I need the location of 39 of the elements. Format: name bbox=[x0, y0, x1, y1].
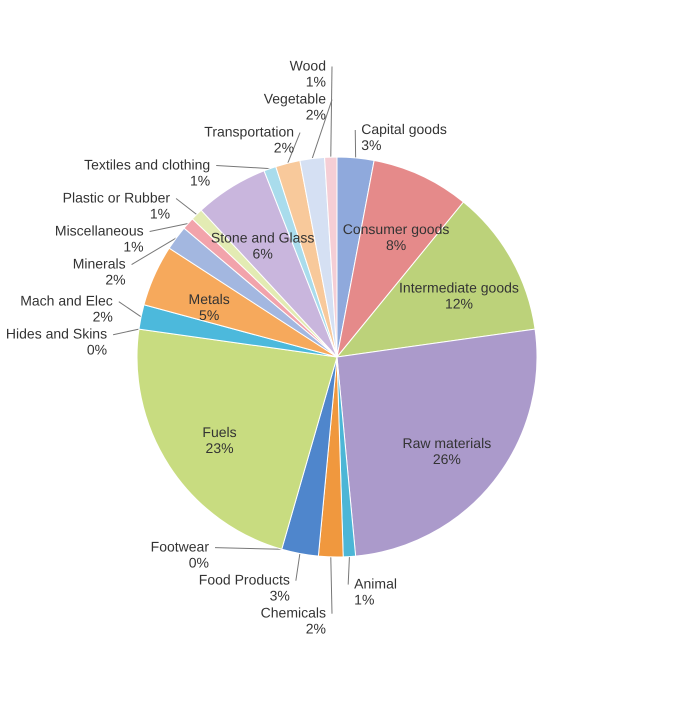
data-label: 2% bbox=[274, 140, 294, 156]
text: 0% bbox=[188, 554, 210, 571]
data-label: 23% bbox=[206, 440, 234, 456]
slice-label: Raw materials bbox=[402, 434, 492, 451]
slice-label: Metals bbox=[188, 290, 230, 307]
slice-label: Plastic or Rubber bbox=[62, 190, 170, 206]
legend-label: Footwear bbox=[150, 538, 210, 555]
slice-label: Chemicals bbox=[260, 604, 326, 621]
slice-label: Transportation bbox=[204, 124, 294, 140]
data-label: 2% bbox=[105, 272, 126, 288]
slice-label: Miscellaneous bbox=[54, 222, 144, 239]
data-label: 5% bbox=[199, 306, 220, 323]
slice-label: Capital goods bbox=[361, 120, 447, 137]
slice-label: Wood bbox=[290, 58, 326, 74]
data-label: 2% bbox=[306, 620, 326, 637]
data-label: 1% bbox=[306, 74, 326, 90]
data-label: 6% bbox=[252, 245, 273, 262]
data-label: 1% bbox=[123, 238, 144, 255]
data-label: 2% bbox=[92, 308, 113, 325]
slice-label: Mach and Elec bbox=[20, 292, 113, 309]
slice-label: Stone and Glass bbox=[210, 229, 314, 246]
slice-label: Vegetable bbox=[264, 90, 326, 107]
data-label: 1% bbox=[354, 592, 374, 608]
data-label: 3% bbox=[270, 588, 290, 604]
data-label: 2% bbox=[306, 106, 326, 123]
data-label: 1% bbox=[150, 206, 170, 222]
slice-label: Fuels bbox=[202, 424, 237, 440]
data-label: 26% bbox=[432, 450, 461, 467]
slice-label: Textiles and clothing bbox=[84, 156, 210, 173]
slice-label: Intermediate goods bbox=[399, 279, 519, 296]
data-label: 8% bbox=[386, 237, 406, 254]
data-label: 12% bbox=[444, 295, 473, 312]
slice-label: Minerals bbox=[72, 256, 126, 272]
slice-label: Food Products bbox=[198, 572, 290, 588]
data-label: 1% bbox=[190, 172, 210, 189]
legend-label: Hides and Skins bbox=[6, 326, 108, 342]
data-label: 3% bbox=[361, 136, 382, 153]
text: 0% bbox=[86, 342, 108, 358]
slice-label: Animal bbox=[354, 576, 397, 592]
